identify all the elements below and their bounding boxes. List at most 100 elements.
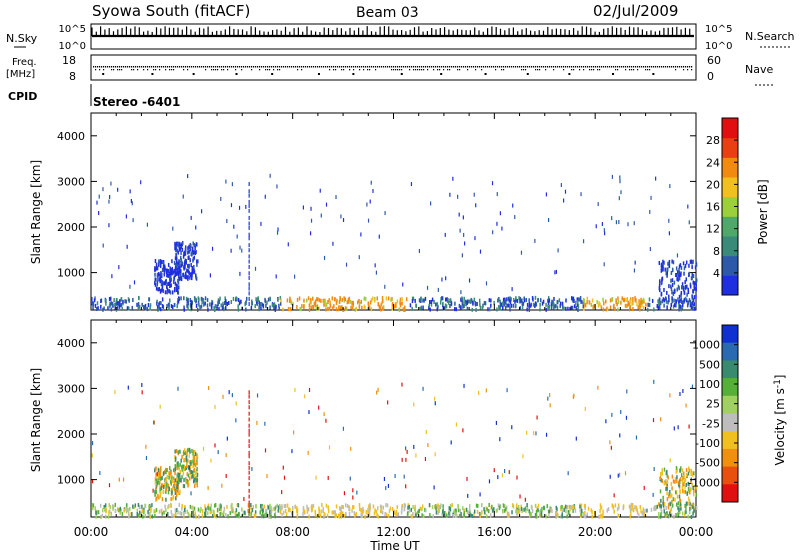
data-cell (351, 508, 353, 513)
data-cell (632, 296, 634, 301)
data-cell (670, 493, 673, 498)
data-cell (690, 479, 692, 484)
data-cell (170, 304, 173, 309)
data-cell (198, 302, 200, 307)
data-cell (683, 298, 685, 303)
data-cell (403, 307, 405, 312)
data-cell (164, 470, 166, 475)
data-cell (693, 489, 695, 494)
nave-point (583, 69, 585, 71)
data-cell (438, 505, 441, 510)
data-cell (675, 273, 678, 278)
data-cell (533, 431, 535, 436)
freq-point (689, 66, 691, 68)
data-cell (598, 514, 600, 519)
data-cell (694, 265, 697, 270)
data-cell (186, 303, 188, 308)
nave-point (343, 69, 345, 71)
data-cell (173, 481, 176, 486)
data-cell (656, 304, 659, 309)
data-cell (488, 502, 490, 507)
data-cell (352, 505, 355, 510)
data-cell (303, 303, 305, 308)
data-cell (404, 307, 406, 312)
data-cell (610, 445, 612, 450)
data-cell (210, 509, 213, 514)
data-cell (384, 511, 386, 516)
data-cell (232, 507, 234, 512)
data-cell (561, 304, 564, 309)
freq-point (619, 66, 621, 68)
data-cell (553, 305, 555, 310)
freq-point (169, 66, 171, 68)
data-cell (98, 210, 100, 215)
freq-point (115, 66, 117, 68)
data-cell (183, 450, 185, 455)
freq-point (161, 66, 163, 68)
freq-point (137, 66, 139, 68)
freq-point (481, 66, 483, 68)
data-cell (248, 302, 250, 307)
data-cell (414, 298, 416, 303)
data-cell (519, 494, 521, 499)
data-cell (175, 283, 178, 288)
data-cell (687, 471, 690, 476)
data-cell (153, 509, 155, 514)
data-cell (424, 507, 426, 512)
freq-point (141, 66, 143, 68)
data-cell (437, 510, 439, 515)
data-cell (481, 305, 484, 310)
data-cell (656, 504, 659, 509)
data-cell (360, 299, 362, 304)
data-cell (519, 306, 521, 311)
data-cell (367, 218, 370, 223)
data-cell (540, 508, 542, 513)
data-cell (159, 471, 162, 476)
freq-point (677, 66, 679, 68)
data-cell (452, 514, 455, 519)
data-cell (531, 505, 533, 510)
data-cell (174, 508, 177, 513)
data-cell (504, 468, 506, 473)
data-cell (655, 176, 657, 181)
data-cell (264, 508, 267, 513)
data-cell (282, 510, 285, 515)
x-tick-label: 12:00 (376, 525, 411, 539)
data-cell (674, 490, 677, 495)
data-cell (105, 509, 107, 514)
data-cell (226, 301, 229, 306)
data-cell (155, 262, 158, 267)
freq-point (617, 66, 619, 68)
data-cell (279, 296, 282, 301)
data-cell (458, 513, 461, 518)
data-cell (517, 510, 519, 515)
data-cell (289, 296, 291, 301)
data-cell (473, 297, 476, 302)
data-cell (648, 302, 651, 307)
data-cell (401, 382, 403, 387)
freq-point (529, 66, 531, 68)
data-cell (342, 505, 345, 510)
data-cell (490, 303, 492, 308)
y-tick-label: 2000 (57, 428, 85, 441)
data-cell (666, 497, 669, 502)
data-cell (137, 502, 140, 507)
data-cell (188, 454, 190, 459)
freq-point (235, 73, 238, 75)
data-cell (207, 503, 210, 508)
data-cell (194, 471, 197, 476)
data-cell (496, 192, 498, 197)
data-cell (163, 482, 166, 487)
data-cell (248, 411, 250, 416)
data-cell (192, 510, 195, 515)
data-cell (183, 305, 185, 310)
data-cell (611, 412, 613, 417)
data-cell (187, 276, 189, 281)
data-cell (618, 196, 620, 201)
y-tick-label: 4000 (57, 130, 85, 143)
data-cell (177, 461, 179, 466)
data-cell (115, 298, 118, 303)
data-cell (467, 510, 470, 515)
freq-point (507, 66, 509, 68)
data-cell (595, 224, 597, 229)
